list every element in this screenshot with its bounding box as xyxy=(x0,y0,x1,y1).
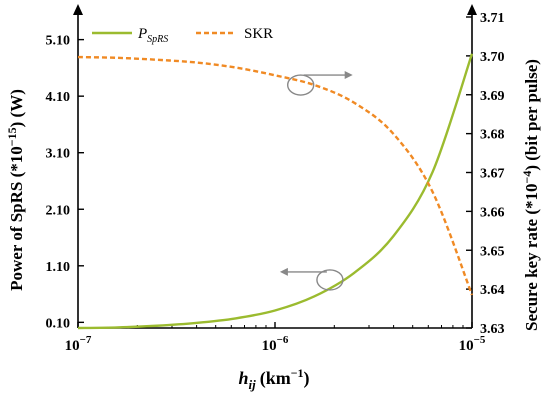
y-left-tick-label: 0.10 xyxy=(46,316,71,331)
y-left-tick-label: 5.10 xyxy=(46,34,71,49)
y-right-axis-title: Secure key rate (*10−4) (bit per pulse) xyxy=(520,59,541,331)
y-right-tick-label: 3.63 xyxy=(480,322,505,337)
y-left-tick-label: 1.10 xyxy=(46,260,71,275)
x-tick-label: 10−6 xyxy=(262,334,289,354)
y-right-tick-label: 3.71 xyxy=(480,11,505,26)
series-line-psprs xyxy=(77,53,474,330)
x-tick-label: 10−5 xyxy=(459,334,486,354)
y-left-tick-label: 3.10 xyxy=(46,147,71,162)
y-right-tick-label: 3.69 xyxy=(480,89,505,104)
annotation-arrow-head-left-icon xyxy=(279,267,288,276)
y-right-tick-label: 3.70 xyxy=(480,50,505,65)
y-right-tick-label: 3.64 xyxy=(480,283,505,298)
y-right-axis-arrow xyxy=(467,4,477,15)
y-left-axis-title: Power of SpRS (*10−15) (W) xyxy=(5,89,26,291)
y-right-tick-label: 3.68 xyxy=(480,128,505,143)
y-right-tick-label: 3.66 xyxy=(480,205,505,220)
y-left-axis-arrow xyxy=(73,4,83,15)
y-left-tick-label: 4.10 xyxy=(46,90,71,105)
annotation-arrow-head-right-icon xyxy=(344,71,353,80)
series-line-skr xyxy=(77,55,474,296)
y-right-tick-label: 3.67 xyxy=(480,167,505,182)
y-right-tick-label: 3.65 xyxy=(480,244,505,259)
x-tick-label: 10−7 xyxy=(65,334,92,354)
x-axis-title: hij (km−1) xyxy=(238,366,309,392)
annotation-ellipse-psprs xyxy=(316,269,344,291)
legend-label-psprs: PSpRS xyxy=(137,26,168,45)
y-left-tick-label: 2.10 xyxy=(46,203,71,218)
annotation-ellipse-skr xyxy=(286,74,315,96)
legend-label-skr: SKR xyxy=(244,26,273,42)
